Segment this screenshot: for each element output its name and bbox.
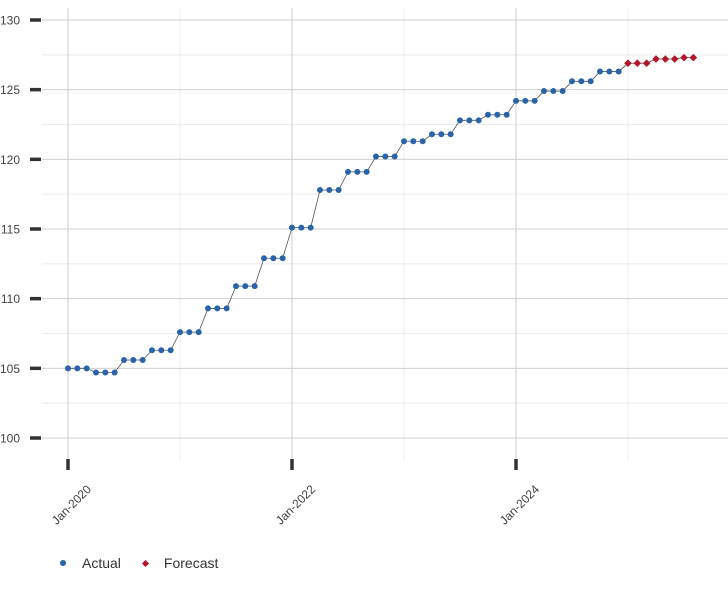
actual-point bbox=[279, 255, 286, 262]
actual-point bbox=[438, 131, 445, 138]
forecast-point bbox=[680, 53, 688, 62]
forecast-point bbox=[689, 53, 698, 62]
forecast-point bbox=[624, 59, 632, 67]
actual-point bbox=[214, 305, 221, 312]
actual-point bbox=[457, 117, 463, 124]
actual-point bbox=[373, 153, 379, 160]
actual-point bbox=[559, 88, 566, 95]
actual-point bbox=[121, 356, 127, 363]
forecast-marker-icon bbox=[141, 559, 149, 567]
actual-point bbox=[233, 283, 239, 290]
actual-point bbox=[569, 78, 575, 85]
y-tick-label: 125 bbox=[0, 83, 20, 97]
actual-point bbox=[597, 68, 603, 75]
actual-point bbox=[177, 329, 183, 336]
y-tick-label: 110 bbox=[1, 292, 20, 306]
actual-point bbox=[326, 186, 333, 193]
x-tick-label: Jan-2022 bbox=[273, 482, 319, 528]
legend-item-actual[interactable]: Actual bbox=[56, 555, 121, 571]
x-tick-label: Jan-2024 bbox=[497, 482, 543, 528]
actual-point bbox=[130, 356, 137, 363]
y-tick-label: 130 bbox=[0, 14, 20, 28]
actual-point bbox=[335, 186, 342, 193]
actual-point bbox=[494, 111, 501, 118]
forecast-point bbox=[652, 55, 660, 63]
actual-point bbox=[83, 365, 90, 372]
actual-point bbox=[139, 356, 146, 363]
actual-point bbox=[513, 97, 519, 104]
actual-point bbox=[223, 305, 230, 312]
y-tick-label: 105 bbox=[0, 362, 20, 376]
actual-point bbox=[522, 97, 529, 104]
actual-marker-icon bbox=[60, 560, 66, 566]
actual-point bbox=[167, 347, 174, 354]
actual-point bbox=[429, 131, 435, 138]
actual-point bbox=[466, 117, 473, 124]
actual-point bbox=[475, 117, 482, 124]
forecast-point bbox=[642, 59, 651, 67]
actual-point bbox=[410, 138, 417, 145]
actual-point bbox=[345, 168, 351, 175]
actual-point bbox=[550, 88, 557, 95]
forecast-point bbox=[661, 55, 670, 63]
actual-point bbox=[447, 131, 454, 138]
actual-point bbox=[391, 153, 398, 160]
legend-label-forecast: Forecast bbox=[163, 555, 219, 571]
actual-point bbox=[149, 347, 155, 354]
actual-point bbox=[317, 186, 323, 193]
actual-point bbox=[354, 168, 361, 175]
actual-point bbox=[65, 365, 71, 372]
y-tick-label: 100 bbox=[0, 432, 20, 446]
actual-point bbox=[186, 329, 193, 336]
chart-legend: Actual Forecast bbox=[56, 555, 236, 571]
actual-point bbox=[298, 224, 305, 231]
actual-point bbox=[419, 138, 426, 145]
actual-point bbox=[401, 138, 407, 145]
actual-point bbox=[158, 347, 165, 354]
actual-point bbox=[74, 365, 81, 372]
y-tick-label: 120 bbox=[0, 153, 20, 167]
y-tick-label: 115 bbox=[1, 223, 20, 237]
forecast-point bbox=[670, 55, 679, 63]
actual-point bbox=[261, 255, 267, 262]
actual-point bbox=[503, 111, 510, 118]
actual-point bbox=[195, 329, 202, 336]
actual-point bbox=[270, 255, 277, 262]
actual-point bbox=[307, 224, 314, 231]
legend-label-actual: Actual bbox=[82, 555, 121, 571]
actual-point bbox=[205, 305, 211, 312]
x-tick-label: Jan-2020 bbox=[49, 482, 95, 528]
actual-point bbox=[93, 369, 99, 376]
actual-point bbox=[606, 68, 613, 75]
actual-point bbox=[587, 78, 594, 85]
actual-point bbox=[615, 68, 622, 75]
actual-point bbox=[242, 283, 249, 290]
actual-point bbox=[251, 283, 258, 290]
actual-point bbox=[102, 369, 109, 376]
actual-point bbox=[363, 168, 370, 175]
forecast-point bbox=[633, 59, 642, 67]
actual-point bbox=[578, 78, 585, 85]
actual-point bbox=[111, 369, 118, 376]
actual-point bbox=[382, 153, 389, 160]
legend-item-forecast[interactable]: Forecast bbox=[139, 555, 218, 571]
series-line bbox=[68, 57, 694, 373]
actual-point bbox=[541, 88, 547, 95]
actual-point bbox=[531, 97, 538, 104]
actual-point bbox=[485, 111, 491, 118]
actual-point bbox=[289, 224, 295, 231]
